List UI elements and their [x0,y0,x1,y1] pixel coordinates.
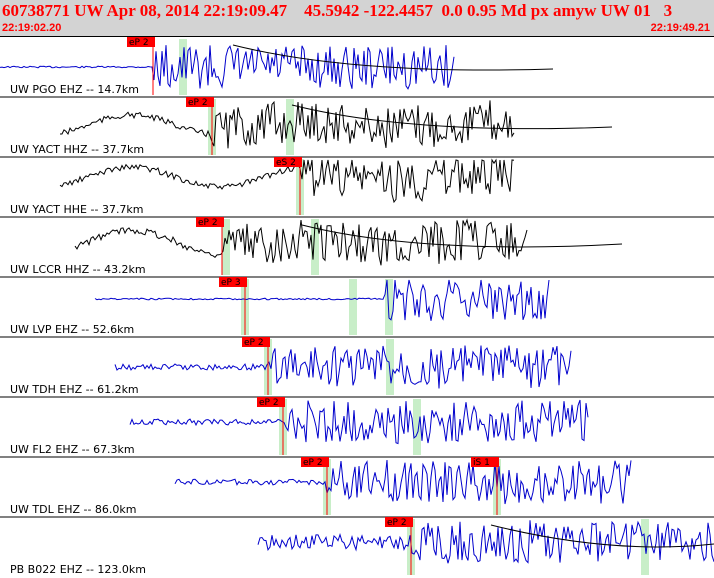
station-label: UW FL2 EHZ -- 67.3km [10,443,135,456]
station-label: UW LCCR HHZ -- 43.2km [10,263,146,276]
pick-flag[interactable] [219,277,247,287]
trace-panel[interactable]: eP 2 UW PGO EHZ -- 14.7km [0,37,554,96]
trace-panel[interactable]: eP 2 PB B022 EHZ -- 123.0km [0,516,714,576]
station-label: UW TDL EHZ -- 86.0km [10,503,137,516]
waveform [129,399,589,445]
pick-marker [386,339,394,395]
pick-label: eP 2 [198,218,218,228]
station-label: UW YACT HHZ -- 37.7km [10,143,144,156]
station-label: UW PGO EHZ -- 14.7km [10,83,139,96]
coda-curve [301,224,623,248]
event-header: 60738771 UW Apr 08, 2014 22:19:09.47 45.… [0,0,714,37]
event-summary-line: 60738771 UW Apr 08, 2014 22:19:09.47 45.… [2,1,673,20]
seismogram-traces[interactable]: eP 2 UW PGO EHZ -- 14.7km eP 2 UW YACT HHZ … [0,37,714,578]
trace-panel[interactable]: eP 2 iS 1 UW TDL EHZ -- 86.0km [0,456,714,516]
pick-label: eP 2 [244,338,264,348]
trace-panel[interactable]: eP 2 UW FL2 EHZ -- 67.3km [0,396,714,456]
trace-panel[interactable]: eP 2 UW LCCR HHZ -- 43.2km [0,216,714,276]
pick-marker [349,279,357,335]
waveform [59,158,515,204]
coda-curve [490,524,714,548]
station-label: UW LVP EHZ -- 52.6km [10,323,134,336]
waveform [74,218,528,266]
pick-label: eP 2 [188,98,208,108]
station-label: UW TDH EHZ -- 61.2km [10,383,139,396]
trace-panel[interactable]: eP 2 UW YACT HHZ -- 37.7km [0,96,714,156]
pick-label: iS 1 [473,458,490,468]
pick-label: eP 2 [129,38,149,48]
waveform [60,100,515,149]
pick-flag[interactable] [196,217,224,227]
pick-flag[interactable] [385,517,413,527]
station-label: UW YACT HHE -- 37.7km [10,203,144,216]
pick-label: eP 2 [303,458,323,468]
window-end-time: 22:19:49.21 [650,22,710,34]
pick-flag[interactable] [127,37,155,47]
pick-flag[interactable] [186,97,214,107]
pick-label: eP 2 [387,518,407,528]
pick-label: eS 2 [276,158,296,168]
pick-marker [413,399,421,455]
pick-flag[interactable] [242,337,270,347]
pick-marker [286,99,294,155]
waveform [174,459,632,505]
coda-curve [232,44,554,71]
pick-flag[interactable] [274,157,302,167]
pick-marker [311,219,319,275]
waveform [94,279,550,321]
pick-marker [222,219,230,275]
pick-label: eP 2 [259,398,279,408]
trace-panel[interactable]: eS 2 UW YACT HHE -- 37.7km [0,156,714,216]
waveform [0,45,455,90]
pick-flag[interactable] [301,457,329,467]
trace-panel[interactable]: eP 2 UW TDH EHZ -- 61.2km [0,336,714,396]
coda-curve [291,104,613,130]
pick-marker [385,279,393,335]
pick-flag[interactable] [257,397,285,407]
pick-label: eP 3 [221,278,241,288]
station-label: PB B022 EHZ -- 123.0km [10,563,146,576]
waveform [257,520,714,564]
window-start-time: 22:19:02.20 [2,22,62,34]
pick-flag[interactable] [471,457,499,467]
trace-panel[interactable]: eP 3 UW LVP EHZ -- 52.6km [0,276,714,336]
waveform [114,345,572,389]
